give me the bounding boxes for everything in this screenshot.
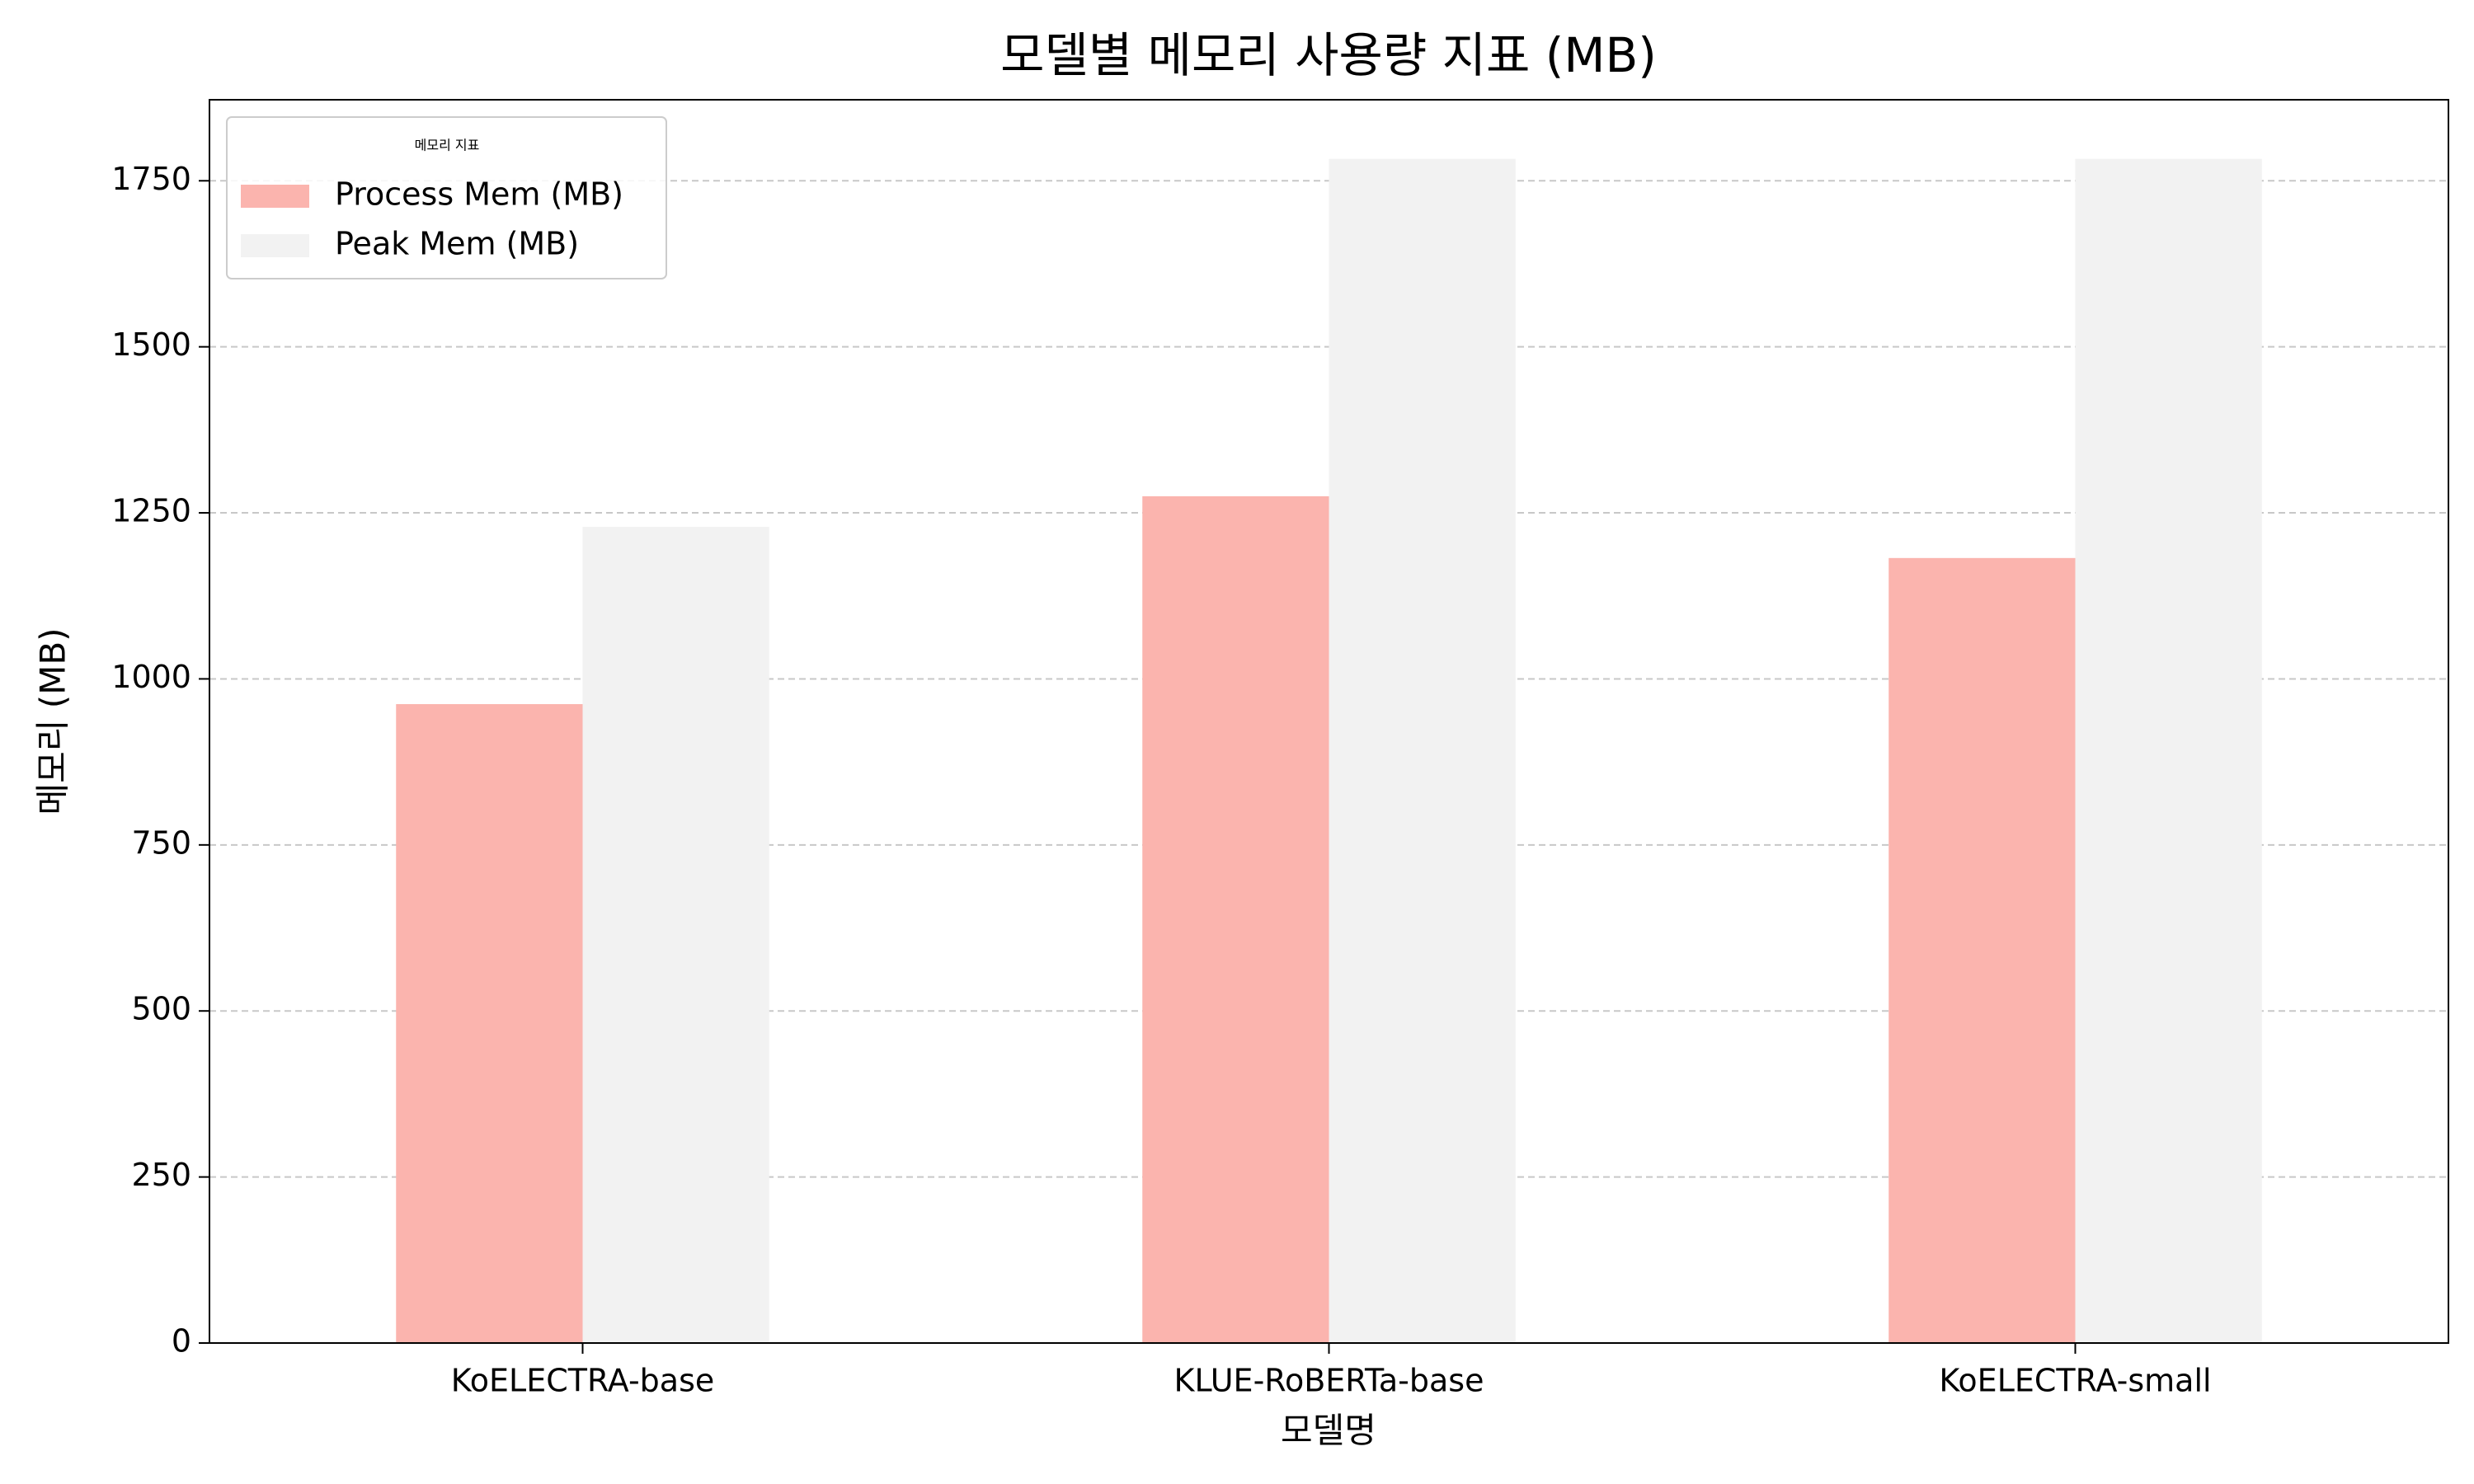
x-tick-label: KoELECTRA-small bbox=[1939, 1363, 2211, 1399]
legend-label: Process Mem (MB) bbox=[335, 176, 623, 213]
legend-frame bbox=[226, 116, 667, 279]
bar bbox=[1888, 557, 2076, 1343]
bar bbox=[582, 526, 769, 1343]
bar bbox=[1142, 495, 1329, 1343]
plot-frame bbox=[209, 99, 2449, 1344]
y-tick-label: 1750 bbox=[111, 161, 191, 197]
bar bbox=[396, 704, 583, 1343]
bar bbox=[1329, 158, 1516, 1343]
legend-swatch bbox=[241, 234, 309, 257]
y-tick-label: 1500 bbox=[111, 326, 191, 363]
legend-title: 메모리 지표 bbox=[415, 138, 480, 153]
legend-label: Peak Mem (MB) bbox=[335, 226, 579, 262]
y-tick-label: 1000 bbox=[111, 659, 191, 695]
y-tick-label: 0 bbox=[172, 1323, 191, 1360]
x-tick-label: KoELECTRA-base bbox=[451, 1363, 715, 1399]
y-tick-label: 250 bbox=[131, 1157, 191, 1193]
legend-swatch bbox=[241, 185, 309, 208]
y-tick-label: 1250 bbox=[111, 493, 191, 529]
y-axis-label: 메모리 (MB) bbox=[33, 627, 73, 815]
legend: 메모리 지표 Process Mem (MB) Peak Mem (MB) bbox=[226, 116, 667, 279]
bar bbox=[2075, 158, 2262, 1343]
y-tick-label: 500 bbox=[131, 991, 191, 1027]
chart-title: 모델별 메모리 사용량 지표 (MB) bbox=[1000, 27, 1657, 83]
x-tick-label: KLUE-RoBERTa-base bbox=[1174, 1363, 1484, 1399]
y-tick-label: 750 bbox=[131, 824, 191, 861]
x-axis-label: 모델명 bbox=[1281, 1411, 1376, 1451]
